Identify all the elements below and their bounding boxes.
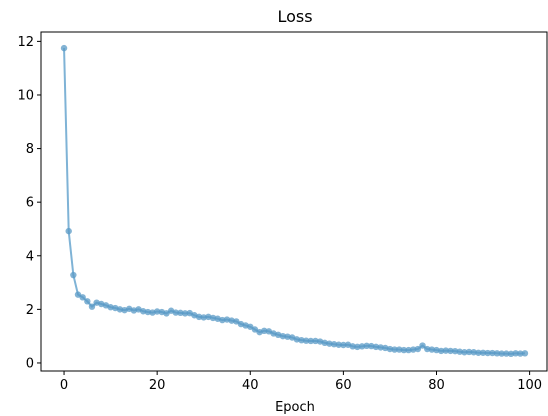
x-axis-label: Epoch (275, 400, 315, 415)
data-point (489, 349, 496, 357)
data-point (354, 343, 361, 351)
y-tick-label: 12 (17, 35, 34, 50)
data-point (503, 350, 510, 357)
data-point (279, 332, 287, 340)
data-point (298, 336, 305, 344)
data-point (419, 342, 426, 349)
data-point (60, 44, 68, 52)
x-axis-ticks: 0 20 40 60 80 100 (60, 371, 542, 393)
data-point (181, 310, 189, 317)
data-point (391, 346, 398, 353)
data-point (70, 271, 77, 279)
data-point (423, 345, 431, 353)
y-tick-label: 2 (26, 303, 34, 318)
data-point (461, 349, 468, 356)
data-point (307, 337, 314, 345)
data-point (247, 323, 254, 330)
y-tick-label: 10 (17, 88, 34, 103)
y-tick-label: 8 (26, 142, 34, 157)
data-point (456, 348, 463, 355)
data-point (358, 343, 366, 350)
data-point (233, 318, 240, 325)
data-point (88, 303, 96, 310)
data-point (451, 347, 459, 355)
data-point (79, 294, 86, 301)
data-point (312, 337, 319, 345)
data-point (340, 341, 347, 349)
data-point (65, 227, 72, 235)
data-point (330, 341, 338, 348)
data-point (144, 308, 152, 316)
data-point (386, 345, 394, 353)
data-point (414, 345, 422, 353)
data-point (177, 309, 184, 317)
data-point (396, 346, 403, 353)
data-point (363, 342, 370, 350)
data-point (512, 350, 519, 357)
data-point (326, 340, 333, 347)
data-point (349, 343, 356, 350)
x-tick-label: 60 (335, 378, 352, 393)
data-point (172, 309, 179, 316)
data-point (410, 346, 417, 353)
data-point (405, 346, 412, 354)
y-tick-label: 6 (26, 196, 34, 211)
data-point (442, 347, 450, 354)
x-tick-label: 100 (517, 378, 542, 393)
plot-frame (40, 31, 548, 372)
data-point (521, 350, 529, 357)
data-point (400, 346, 408, 354)
data-point (195, 313, 203, 321)
y-axis-ticks: 0 2 4 6 8 10 12 (17, 35, 41, 371)
x-tick-label: 80 (428, 378, 445, 393)
data-point (507, 350, 515, 358)
data-point (479, 349, 487, 356)
data-point (377, 344, 384, 351)
x-tick-label: 20 (149, 378, 166, 393)
data-point (475, 349, 482, 356)
data-point (465, 348, 473, 356)
data-point (372, 343, 380, 351)
data-point (153, 308, 161, 315)
chart-title: Loss (277, 7, 312, 26)
data-point (437, 347, 445, 355)
data-point (163, 310, 170, 317)
y-tick-label: 0 (26, 356, 34, 371)
data-point (484, 349, 491, 357)
data-point (74, 291, 82, 298)
data-point (302, 337, 310, 344)
data-point (251, 326, 259, 333)
data-point (219, 316, 226, 324)
y-tick-label: 4 (26, 249, 34, 264)
data-point (498, 350, 505, 357)
data-point (335, 341, 342, 348)
data-point (517, 350, 524, 357)
data-point (493, 350, 501, 357)
x-tick-label: 40 (242, 378, 259, 393)
plot-marks (60, 44, 529, 358)
data-point (447, 347, 454, 355)
data-point (200, 314, 207, 321)
data-point (261, 327, 268, 335)
data-point (470, 349, 477, 356)
data-point (84, 298, 91, 305)
data-point (428, 346, 436, 353)
x-tick-label: 0 (60, 378, 68, 393)
